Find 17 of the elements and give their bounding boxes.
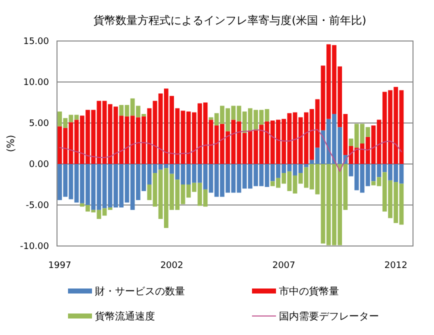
- y-tick-label: 10.00: [23, 78, 50, 88]
- y-tick-label: 15.00: [23, 37, 50, 48]
- x-tick-label: 1997: [48, 261, 72, 271]
- legend-label: 市中の貨幣量: [279, 286, 339, 298]
- y-tick-label: 0.00: [28, 160, 50, 170]
- y-tick-label: -5.00: [26, 201, 50, 212]
- y-axis-title: (%): [6, 134, 17, 152]
- x-tick-label: 2002: [160, 261, 184, 271]
- legend-label: 国内需要デフレーター: [279, 310, 379, 322]
- chart-title: 貨幣数量方程式によるインフレ率寄与度(米国・前年比): [94, 14, 366, 27]
- legend-label: 財・サービスの数量: [95, 286, 185, 298]
- x-tick-label: 2007: [272, 261, 296, 271]
- legend-label: 貨幣流通速度: [95, 310, 155, 322]
- y-tick-label: 5.00: [28, 119, 50, 130]
- line-series: [59, 129, 402, 172]
- y-tick-label: -10.00: [20, 242, 50, 252]
- x-tick-label: 2012: [384, 261, 408, 271]
